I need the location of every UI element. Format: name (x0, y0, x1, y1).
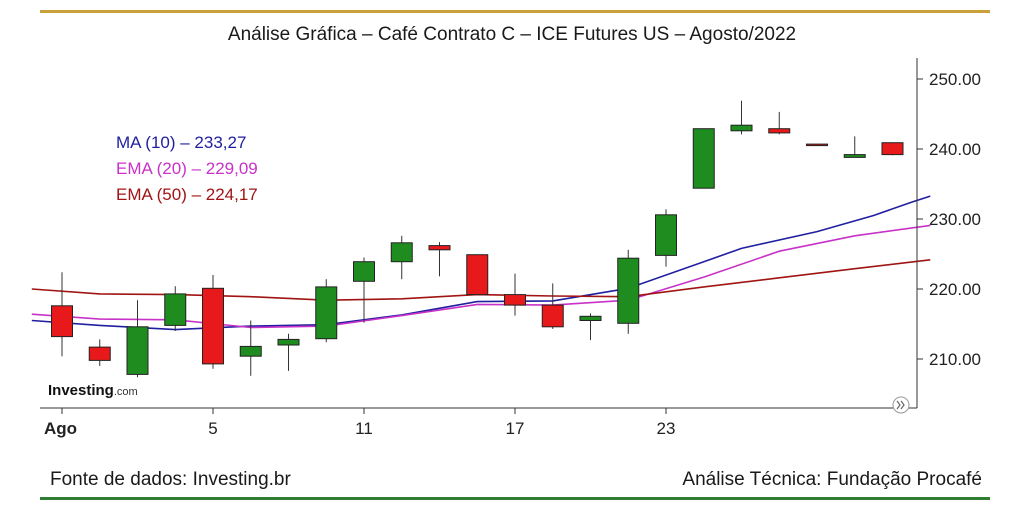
x-tick-label: 23 (657, 419, 676, 438)
candle (843, 136, 866, 158)
y-tick-label: 220.00 (929, 280, 981, 299)
scroll-forward-icon (892, 396, 910, 414)
candle-body-up (315, 286, 338, 340)
bottom-rule (40, 497, 990, 500)
y-tick-label: 240.00 (929, 140, 981, 159)
candle (428, 242, 451, 277)
candle-body-up (239, 345, 262, 357)
candle (315, 279, 338, 343)
candle (88, 339, 111, 366)
candle (126, 300, 149, 378)
candle-body-up (579, 315, 602, 321)
scroll-forward-circle (892, 396, 910, 414)
candle-body-up (164, 293, 187, 326)
candle-body-down (504, 294, 526, 306)
candle (617, 249, 640, 334)
candle (164, 286, 187, 331)
candle (466, 254, 489, 296)
y-tick-label: 210.00 (929, 350, 981, 369)
candle-body-down (881, 142, 904, 156)
candle-body-down (428, 245, 451, 251)
candle-body-down (768, 128, 791, 134)
candles-group (51, 100, 904, 378)
scroll-forward-chevrons (896, 400, 905, 410)
candle (51, 272, 73, 357)
candle (541, 283, 564, 329)
investing-watermark: Investing.com (48, 382, 138, 399)
x-tick-label: Ago (44, 419, 77, 438)
legend-ema20: EMA (20) – 229,09 (116, 159, 258, 178)
candle-body-up (692, 128, 715, 189)
candle (881, 142, 904, 156)
candle-body-down (51, 305, 73, 338)
candle-body-down (541, 304, 564, 328)
top-rule (40, 10, 990, 13)
candle (730, 100, 753, 135)
analysis-credit: Análise Técnica: Fundação Procafé (682, 469, 982, 490)
watermark-suffix: .com (113, 386, 138, 398)
candle (239, 320, 262, 376)
candle-body-up (126, 326, 149, 375)
candle (353, 257, 375, 323)
chart-legend: MA (10) – 233,27 EMA (20) – 229,09 EMA (… (116, 130, 258, 208)
candle (806, 143, 828, 147)
candle-body-up (390, 242, 413, 263)
watermark-brand: Investing (48, 382, 114, 399)
page-title: Análise Gráfica – Café Contrato C – ICE … (227, 24, 797, 45)
candle (202, 275, 224, 369)
data-source-note: Fonte de dados: Investing.br (50, 469, 291, 490)
x-tick-label: 11 (355, 419, 373, 438)
candle-body-up (277, 338, 300, 346)
candle-body-up (353, 261, 375, 282)
candle (277, 333, 300, 371)
candle-body-down (806, 143, 828, 147)
candle-body-down (202, 287, 224, 365)
candle-body-up (655, 214, 677, 256)
candle-body-up (730, 124, 753, 132)
candle-body-up (843, 154, 866, 158)
candle (579, 313, 602, 341)
candle-body-down (466, 254, 489, 296)
candle (692, 128, 715, 189)
x-tick-label: 5 (208, 419, 217, 438)
candle (768, 111, 791, 135)
candle-body-down (88, 346, 111, 361)
candle (504, 273, 526, 316)
y-tick-label: 230.00 (929, 210, 981, 229)
axes-group: 210.00 220.00 230.00 240.00 250.00 Ago 5 11 17 23 (40, 58, 981, 438)
candle (390, 235, 413, 280)
candle-body-up (617, 257, 640, 324)
x-tick-label: 17 (506, 419, 525, 438)
y-tick-label: 250.00 (929, 70, 981, 89)
legend-ma10: MA (10) – 233,27 (116, 133, 247, 152)
candle (655, 209, 677, 267)
legend-ema50: EMA (50) – 224,17 (116, 185, 258, 204)
